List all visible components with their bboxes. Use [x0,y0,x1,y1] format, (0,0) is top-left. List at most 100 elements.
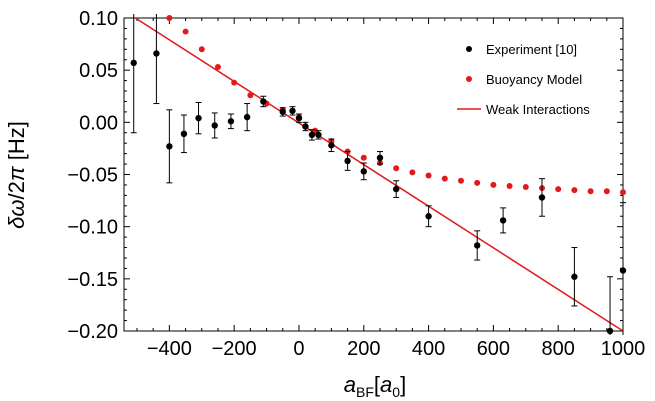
experiment-point [166,143,173,150]
experiment-point [571,273,578,280]
buoyancy-model-point [166,15,173,21]
x-tick-label: 600 [477,338,510,360]
experiment-point-group [315,130,322,140]
legend-label-weak-interactions: Weak Interactions [486,102,590,117]
buoyancy-model-point [603,188,610,195]
x-tick-label: 1000 [601,338,646,360]
legend-item-experiment: Experiment [10] [466,42,577,57]
experiment-series [130,14,627,335]
x-tick-label: 0 [293,338,304,360]
experiment-point-group [308,129,316,141]
experiment-point-group [425,205,432,228]
experiment-point [499,217,507,224]
experiment-point [328,142,335,149]
experiment-point-group [211,112,218,139]
experiment-point [180,130,188,138]
buoyancy-model-point [522,184,529,191]
experiment-point-group [302,121,309,132]
y-tick-label: 0.10 [79,8,118,30]
experiment-point-group [571,247,578,307]
experiment-point-group [360,162,367,181]
experiment-point [344,157,351,165]
experiment-point [195,114,202,122]
experiment-point [302,123,309,130]
buoyancy-model-point [490,181,497,188]
x-tick-label: −400 [147,338,192,360]
experiment-point-group [130,14,137,134]
experiment-point-group [180,114,188,154]
y-tick-label: −0.05 [67,165,118,187]
buoyancy-model-point [360,154,367,161]
x-axis-ticks: −400 −200 0 200 400 600 800 1000 [136,18,646,360]
experiment-point [606,327,614,335]
legend-item-buoyancy-model: Buoyancy Model [466,72,582,87]
buoyancy-model-point [409,169,416,176]
buoyancy-model-point [457,177,464,184]
experiment-point-group [260,95,267,108]
experiment-point [619,267,627,274]
x-tick-label: −200 [212,338,257,360]
experiment-point [538,194,546,201]
experiment-point-group [328,138,335,153]
experiment-point-group [392,180,400,198]
legend-label-experiment: Experiment [10] [486,42,577,57]
y-axis-label: δω/2π [Hz] [4,121,29,229]
buoyancy-model-point [247,92,254,99]
x-tick-label: 800 [542,338,575,360]
legend-label-buoyancy-model: Buoyancy Model [486,72,582,87]
experiment-point [360,168,367,175]
legend: Experiment [10] Buoyancy Model Weak Inte… [457,42,590,117]
y-tick-label: −0.10 [67,217,118,239]
experiment-point-group [195,102,202,135]
experiment-point [392,185,400,193]
y-tick-label: 0.00 [79,112,118,134]
experiment-point-group [289,106,296,116]
experiment-point [425,213,432,220]
experiment-point [130,59,137,67]
y-tick-label: −0.15 [67,269,118,291]
buoyancy-model-point [182,28,189,35]
experiment-point-group [499,207,507,234]
x-axis-label: aBF[a0] [344,372,406,400]
experiment-point [376,154,384,162]
experiment-point [315,131,322,139]
experiment-point [295,114,303,122]
plot-border [123,17,624,332]
experiment-point-group [227,113,235,130]
weak-interactions-series [134,17,624,332]
buoyancy-model-point [506,182,513,189]
buoyancy-model-point [441,175,448,182]
experiment-point-group [243,103,251,132]
experiment-point [289,107,296,115]
experiment-point-group [473,230,481,261]
plot-frame [123,17,624,332]
x-tick-label: 200 [347,338,380,360]
buoyancy-model-point [620,189,626,196]
legend-marker-buoyancy-model [466,76,472,82]
buoyancy-model-point [198,46,205,53]
experiment-point-group [166,109,173,184]
buoyancy-model-point [571,187,578,194]
y-tick-label: 0.05 [79,60,118,82]
experiment-point-group [538,178,546,217]
x-tick-label: 400 [412,338,445,360]
legend-marker-experiment [466,46,472,52]
y-tick-label: −0.20 [67,321,118,343]
experiment-point [473,242,481,249]
experiment-point-group [619,202,627,335]
weak-interactions-line [134,17,624,332]
buoyancy-model-point [393,165,400,172]
experiment-point [211,122,218,129]
buoyancy-model-point [425,172,432,179]
experiment-point-group [376,151,384,165]
experiment-point-group [153,14,160,105]
experiment-point [260,98,267,105]
experiment-point-group [344,151,351,171]
y-axis-ticks: 0.10 0.05 0.00 −0.05 −0.10 −0.15 −0.20 [67,8,623,343]
buoyancy-model-point [587,188,594,195]
experiment-point [243,113,251,121]
experiment-point-group [279,107,286,117]
legend-item-weak-interactions: Weak Interactions [457,102,590,117]
experiment-point [153,50,160,57]
